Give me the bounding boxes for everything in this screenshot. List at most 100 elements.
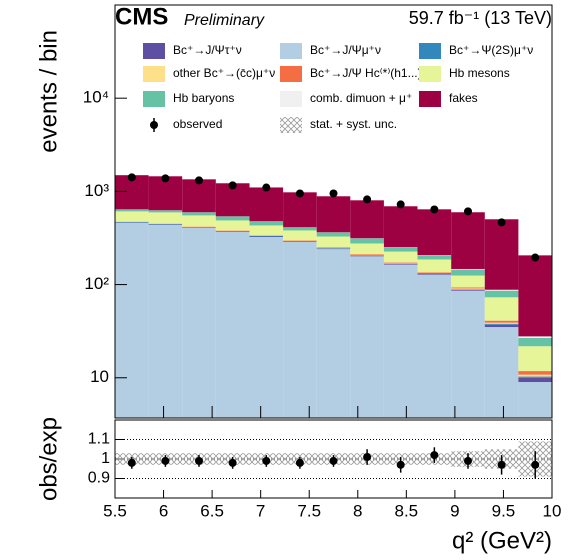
stack-segment	[417, 259, 452, 272]
stack-segment	[484, 297, 519, 321]
stack-segment	[484, 320, 519, 323]
stack-segment	[350, 200, 384, 239]
stack-segment	[451, 289, 485, 291]
legend-label: comb. dimuon + μ⁺	[310, 91, 412, 105]
ratio-point	[430, 451, 439, 460]
stack-segment	[383, 251, 418, 263]
stack-segment	[484, 327, 519, 418]
stack-segment	[518, 377, 552, 383]
stack-segment	[417, 273, 452, 274]
ratio-y-tick-label: 0.9	[88, 470, 110, 487]
stack-segment	[484, 289, 519, 291]
stack-segment	[249, 221, 284, 226]
stack-segment	[518, 336, 552, 338]
lumi-label: 59.7 fb⁻¹ (13 TeV)	[409, 8, 552, 28]
observed-point	[262, 183, 271, 192]
legend-swatch	[143, 43, 165, 59]
legend-swatch	[280, 66, 302, 82]
ratio-y-tick-label: 1.1	[88, 431, 110, 448]
stack-segment	[417, 272, 452, 274]
stack-segment	[115, 211, 149, 222]
y-tick-label: 10²	[84, 274, 109, 293]
observed-point	[329, 189, 338, 198]
stack-segment	[451, 287, 485, 289]
y-axis-label: events / bin	[35, 30, 62, 153]
stack-segment	[518, 337, 552, 347]
stack-segment	[350, 256, 384, 418]
stack-segment	[383, 263, 418, 265]
stack-segment	[518, 371, 552, 375]
ratio-y-tick-label: 1	[101, 450, 110, 467]
legend-label: stat. + syst. unc.	[310, 117, 397, 131]
stack-segment	[115, 222, 149, 418]
stack-segment	[182, 215, 216, 227]
stack-segment	[215, 230, 250, 231]
stack-segment	[383, 262, 418, 264]
legend-swatch	[419, 66, 441, 82]
ratio-point	[262, 456, 271, 465]
stack-segment	[316, 196, 351, 233]
ratio-point	[127, 458, 136, 467]
legend-swatch	[419, 43, 441, 59]
stack-segment	[518, 346, 552, 372]
stack-segment	[518, 255, 552, 337]
stack-segment	[518, 374, 552, 377]
stack-segment	[283, 241, 317, 418]
x-tick-label: 6.5	[200, 501, 224, 520]
legend-label: Bc⁺→J/Ψτ⁺ν	[173, 43, 242, 57]
stack-segment	[148, 223, 183, 225]
observed-point	[228, 181, 237, 190]
ratio-y-label: obs/exp	[35, 417, 62, 501]
ratio-frame	[114, 419, 553, 499]
ratio-point	[497, 460, 506, 469]
stack-segment	[215, 231, 250, 418]
legend-observed-marker	[150, 121, 158, 129]
observed-point	[396, 200, 405, 209]
stack-segment	[249, 235, 284, 237]
legend-swatch	[280, 91, 302, 107]
stack-segment	[316, 248, 351, 250]
x-tick-label: 8.5	[395, 501, 419, 520]
ratio-point	[463, 456, 472, 465]
stack-segment	[350, 255, 384, 256]
legend-label: Bc⁺→Ψ(2S)μ⁺ν	[449, 43, 533, 57]
stack-segment	[484, 322, 519, 324]
stack-segment	[350, 255, 384, 257]
legend-label: fakes	[449, 91, 478, 105]
stack-segment	[215, 220, 250, 231]
ratio-point	[161, 456, 170, 465]
stack-segment	[283, 192, 317, 228]
x-tick-label: 10	[543, 501, 562, 520]
observed-point	[195, 176, 204, 185]
stack-segment	[518, 376, 552, 378]
stack-segment	[451, 269, 485, 276]
legend-label: Hb mesons	[449, 66, 510, 80]
legend-label: other Bc⁺→(c̄c)μ⁺ν	[173, 66, 275, 80]
stack-segment	[417, 274, 452, 418]
observed-point	[531, 253, 540, 262]
stack-segment	[283, 227, 317, 231]
legend-swatch	[143, 91, 165, 107]
x-tick-label: 9.5	[492, 501, 516, 520]
legend-unc-swatch	[280, 117, 302, 133]
stack-segment	[249, 187, 284, 222]
x-axis-label: q² (GeV²)	[452, 527, 552, 554]
stack-segment	[383, 247, 418, 252]
x-tick-label: 9	[450, 501, 459, 520]
stack-segment	[115, 221, 149, 223]
legend-label: observed	[173, 117, 222, 131]
stack-segment	[383, 206, 418, 248]
stack-segment	[148, 224, 183, 418]
stack-segment	[383, 264, 418, 418]
stack-segment	[148, 210, 183, 213]
stack-segment	[316, 249, 351, 418]
observed-point	[295, 189, 304, 198]
legend-swatch	[419, 91, 441, 107]
y-tick-label: 10³	[84, 181, 109, 200]
stack-segment	[316, 232, 351, 237]
stack-segment	[283, 230, 317, 241]
stack-segment	[417, 255, 452, 260]
x-tick-label: 7	[256, 501, 265, 520]
stack-segment	[417, 273, 452, 275]
